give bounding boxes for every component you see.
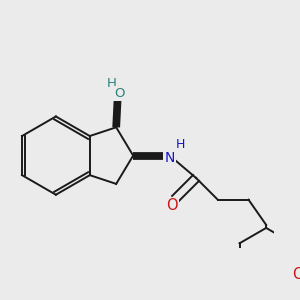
Text: H: H [176, 138, 185, 151]
Text: O: O [292, 266, 300, 281]
Text: N: N [164, 151, 175, 165]
Text: O: O [167, 198, 178, 213]
Text: H: H [106, 77, 116, 91]
Text: O: O [114, 87, 125, 100]
